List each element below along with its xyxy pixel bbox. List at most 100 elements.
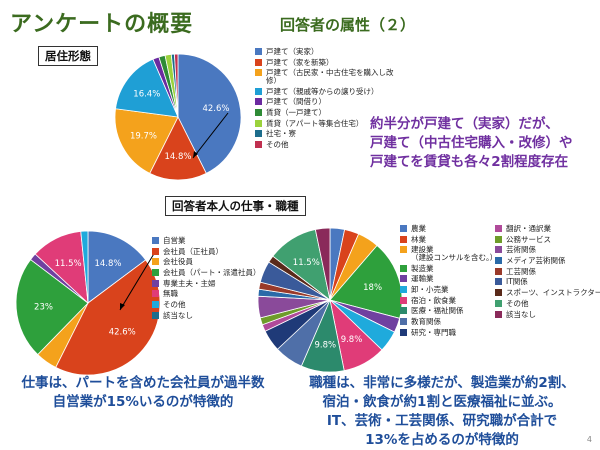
slide-subtitle: 回答者の属性（２） — [280, 16, 416, 34]
occupation-legend-label: IT関係 — [506, 277, 528, 287]
job-legend-label: その他 — [163, 300, 186, 310]
residence-legend-item: 戸建て（間借り） — [255, 98, 415, 106]
job-data-label: 42.6% — [109, 328, 136, 338]
occupation-legend-label: 宿泊・飲食業 — [411, 295, 456, 305]
occupation-legend-item: 建設業 （建設コンサルを含む。） — [400, 246, 510, 261]
residence-data-label: 14.8% — [164, 152, 191, 162]
occupation-legend-swatch — [495, 225, 502, 232]
residence-legend-item: 社宅・寮 — [255, 130, 415, 138]
residence-legend-swatch — [255, 119, 262, 127]
residence-legend-label: 賃貸（アパート等集合住宅） — [266, 118, 364, 128]
job-legend-item: 自営業 — [152, 237, 272, 245]
occupation-legend-swatch — [400, 246, 407, 254]
job-note-line: 仕事は、パートを含めた会社員が過半数 — [21, 375, 265, 391]
job-data-label: 11.5% — [55, 259, 82, 269]
job-data-label: 23% — [34, 302, 53, 312]
occupation-legend-label: 工芸関係 — [506, 266, 536, 276]
occupation-legend-item: 製造業 — [400, 265, 510, 273]
residence-legend-swatch — [255, 48, 262, 55]
job-legend-swatch — [152, 301, 159, 309]
residence-legend-swatch — [255, 130, 262, 138]
occupation-legend-item: 卸・小売業 — [400, 286, 510, 294]
job-legend-swatch — [152, 237, 159, 244]
occupation-legend-swatch — [495, 257, 502, 265]
occupation-data-label: 9.8% — [341, 335, 363, 345]
slide-title: アンケートの概要 — [10, 12, 194, 37]
occupation-legend-swatch — [400, 275, 407, 283]
occupation-legend-item: 林業 — [400, 236, 510, 244]
job-legend-item: 会社員（正社員） — [152, 248, 272, 256]
residence-note: 約半分が戸建て（実家）だが、 戸建て（中古住宅購入・改修）や 戸建てを賃貸も各々… — [370, 115, 573, 172]
occupation-legend-swatch — [495, 267, 502, 275]
occupation-legend-item: 研究・専門職 — [400, 329, 510, 337]
occupation-legend-label: 農業 — [411, 224, 426, 233]
occupation-pie-slice — [314, 227, 331, 301]
occupation-legend-swatch — [495, 289, 502, 297]
occupation-legend-label: 芸術関係 — [506, 245, 536, 255]
occupation-legend-item: その他 — [495, 300, 600, 308]
occupation-legend-label: 卸・小売業 — [411, 284, 449, 294]
occupation-legend-label: 公務サービス — [506, 234, 551, 244]
job-legend-swatch — [152, 247, 159, 255]
residence-legend-label: 戸建て（古民家・中古住宅を購入し改 修） — [266, 68, 394, 85]
occupation-section-label: 回答者本人の仕事・職種 — [165, 196, 306, 216]
page-number: 4 — [586, 435, 592, 444]
occupation-legend-right: 翻訳・通訳業 公務サービス 芸術関係 メディア芸術関係 工芸関係 IT関係スポーツ、インス… — [495, 225, 600, 321]
job-legend-swatch — [152, 311, 159, 319]
residence-legend-swatch — [255, 141, 262, 148]
residence-legend-item: 賃貸（一戸建て） — [255, 109, 415, 117]
occupation-legend-swatch — [400, 328, 407, 336]
job-legend-label: 自営業 — [163, 236, 186, 245]
residence-pie-slice — [174, 53, 179, 118]
job-legend-label: 会社員（正社員） — [163, 246, 223, 256]
occupation-legend-label: 建設業 （建設コンサルを含む。） — [411, 245, 498, 262]
job-legend-item: 会社役員 — [152, 258, 272, 266]
occupation-legend-left: 農業 林業 建設業 （建設コンサルを含む。） 製造業運輸業 卸・小売業 宿泊・飲食業 医療・福… — [400, 225, 510, 339]
occupation-legend-label: 研究・専門職 — [411, 327, 456, 337]
occupation-legend-swatch — [400, 296, 407, 304]
occupation-legend-item: 宿泊・飲食業 — [400, 297, 510, 305]
job-legend-label: 会社役員 — [163, 257, 193, 267]
residence-legend-label: 戸建て（実家） — [266, 47, 319, 56]
occupation-legend-swatch — [400, 264, 407, 272]
job-legend: 自営業 会社員（正社員） 会社役員 会社員（パート・派遣社員） 専業主夫・主婦 無職 その他… — [152, 237, 272, 323]
job-legend-swatch — [152, 269, 159, 277]
job-pie-chart: 14.8% 42.6% 23% 11.5% — [15, 230, 161, 376]
job-legend-swatch — [152, 290, 159, 298]
residence-note-line: 戸建て（中古住宅購入・改修）や — [370, 135, 573, 151]
residence-arrow-head — [193, 151, 198, 158]
job-pie-slice — [87, 230, 147, 304]
residence-data-label: 42.6% — [202, 104, 229, 114]
residence-legend-swatch — [255, 69, 262, 77]
job-legend-label: 会社員（パート・派遣社員） — [163, 268, 261, 278]
occupation-legend-item: 翻訳・通訳業 — [495, 225, 600, 233]
residence-legend: 戸建て（実家） 戸建て（家を新築） 戸建て（古民家・中古住宅を購入し改 修） 戸建て（親… — [255, 48, 415, 152]
residence-legend-label: 戸建て（間借り） — [266, 97, 326, 107]
residence-legend-item: 戸建て（実家） — [255, 48, 415, 56]
occupation-legend-label: 林業 — [411, 234, 426, 244]
residence-pie-chart: 42.6% 14.8% 19.7% 16.4% — [114, 53, 242, 181]
occupation-legend-item: 農業 — [400, 225, 510, 233]
occupation-legend-swatch — [400, 285, 407, 293]
occupation-legend-swatch — [495, 235, 502, 243]
occupation-legend-swatch — [400, 235, 407, 243]
residence-pie-slice — [115, 58, 179, 118]
occupation-legend-item: 芸術関係 — [495, 246, 600, 254]
occupation-note-line: IT、芸術・工芸関係、研究職が合計で — [326, 413, 558, 429]
residence-pie-slice — [114, 108, 179, 174]
occupation-data-label: 9.8% — [314, 340, 336, 350]
occupation-legend-item: 運輸業 — [400, 275, 510, 283]
occupation-legend-item: 該当なし — [495, 310, 600, 319]
job-data-label: 14.8% — [94, 259, 121, 269]
residence-section-label: 居住形態 — [38, 46, 98, 66]
residence-legend-label: 戸建て（家を新築） — [266, 57, 334, 67]
occupation-legend-label: メディア芸術関係 — [506, 256, 566, 266]
occupation-legend-label: 医療・福祉関係 — [411, 306, 464, 316]
residence-legend-label: その他 — [266, 140, 289, 149]
occupation-note-line: 宿泊・飲食が約1割と医療福祉に並ぶ。 — [322, 394, 562, 410]
occupation-legend-item: スポーツ、インストラクター — [495, 289, 600, 297]
residence-data-label: 16.4% — [133, 89, 160, 99]
occupation-legend-swatch — [400, 318, 407, 325]
residence-note-line: 戸建てを賃貸も各々2割程度存在 — [370, 154, 569, 170]
job-legend-item: その他 — [152, 301, 272, 309]
